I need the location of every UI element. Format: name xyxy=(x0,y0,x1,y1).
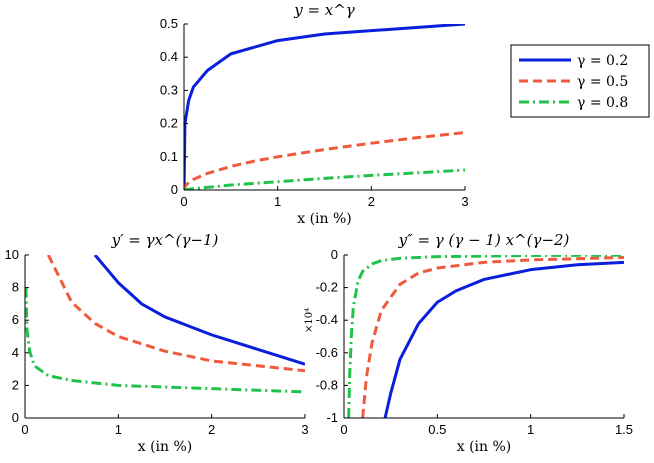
chart-title: y″ = γ (γ − 1) x^(γ−2) xyxy=(398,231,570,249)
series-line-1 xyxy=(184,131,465,190)
y-axis-multiplier: ×10⁴ xyxy=(304,308,315,333)
y-tick-label: 8 xyxy=(12,280,19,295)
x-tick-label: 1 xyxy=(527,422,534,437)
x-tick-label: 2 xyxy=(368,194,375,209)
x-tick-label: 1 xyxy=(115,422,122,437)
x-tick-label: 0.5 xyxy=(428,422,446,437)
x-axis-label: x (in %) xyxy=(138,439,193,455)
chart-title: y′ = γx^(γ−1) xyxy=(111,231,219,249)
legend: γ = 0.2 γ = 0.5 γ = 0.8 xyxy=(510,44,650,118)
x-tick-label: 3 xyxy=(461,194,468,209)
series-line-1 xyxy=(46,255,305,373)
y-tick-label: -1 xyxy=(326,410,338,425)
legend-label-1: γ = 0.5 xyxy=(577,74,628,90)
y-tick-label: 2 xyxy=(12,377,19,392)
series-line-0 xyxy=(93,255,305,366)
plot-first-derivative: 0 1 2 3 0 2 4 6 8 10 y′ = γx^(γ−1) x (in %) xyxy=(5,231,309,455)
series-line-2 xyxy=(184,168,465,190)
x-tick-label: 0 xyxy=(180,194,187,209)
y-tick-label: 6 xyxy=(12,312,19,327)
series-line-2 xyxy=(347,255,624,418)
x-tick-label: 0 xyxy=(340,422,347,437)
legend-label-0: γ = 0.2 xyxy=(577,53,628,69)
series-line-0 xyxy=(383,260,624,418)
y-tick-label: 4 xyxy=(12,345,19,360)
series-line-1 xyxy=(361,255,624,418)
y-tick-label: 0.3 xyxy=(160,82,178,97)
x-tick-label: 2 xyxy=(208,422,215,437)
x-axis-label: x (in %) xyxy=(457,439,512,455)
series-line-2 xyxy=(25,287,305,394)
y-tick-label: 0 xyxy=(171,182,178,197)
y-tick-label: -0.8 xyxy=(316,377,338,392)
x-tick-label: 1 xyxy=(274,194,281,209)
y-tick-label: 0.5 xyxy=(160,16,178,31)
plot-power-function: 0 1 2 3 0 0.1 0.2 0.3 0.4 0.5 y = x^γ x (in %) xyxy=(160,1,469,227)
plot-second-derivative: 0 0.5 1 1.5 -1 -0.8 -0.6 -0.4 -0.2 0 y″ = γ (γ − 1… xyxy=(304,231,633,455)
x-tick-label: 0 xyxy=(21,422,28,437)
chart-title: y = x^γ xyxy=(293,1,355,19)
y-tick-label: 0 xyxy=(12,410,19,425)
y-tick-label: 0.1 xyxy=(160,149,178,164)
y-tick-label: -0.4 xyxy=(316,312,338,327)
x-tick-label: 3 xyxy=(301,422,308,437)
series-line-0 xyxy=(184,24,465,190)
y-tick-label: -0.6 xyxy=(316,345,338,360)
y-tick-label: 0.4 xyxy=(160,49,178,64)
y-tick-label: -0.2 xyxy=(316,280,338,295)
y-tick-label: 10 xyxy=(5,247,19,262)
y-tick-label: 0 xyxy=(331,247,338,262)
legend-label-2: γ = 0.8 xyxy=(577,95,628,111)
y-tick-label: 0.2 xyxy=(160,116,178,131)
x-axis-label: x (in %) xyxy=(297,211,352,227)
x-tick-label: 1.5 xyxy=(615,422,633,437)
